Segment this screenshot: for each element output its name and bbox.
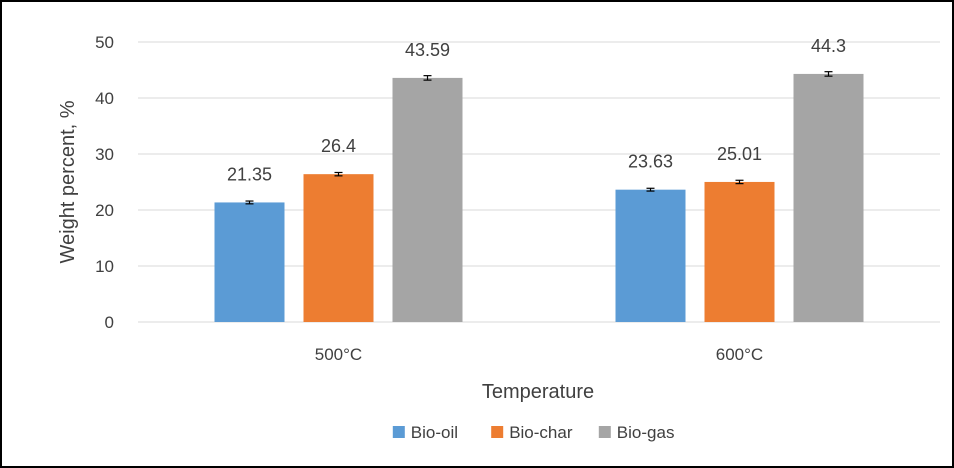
- y-tick-label-50: 50: [95, 33, 114, 52]
- legend-label-bio-gas: Bio-gas: [617, 423, 675, 442]
- data-labels: 21.35 26.4 43.59 23.63 25.01 44.3: [227, 36, 846, 185]
- bar-bio-gas-1: [392, 77, 463, 322]
- bar-bio-oil-1: [214, 202, 285, 322]
- bar-bio-oil-2: [615, 189, 686, 322]
- legend: Bio-oil Bio-char Bio-gas: [392, 423, 675, 442]
- legend-swatch-bio-char: [491, 426, 504, 438]
- legend-label-bio-oil: Bio-oil: [411, 423, 458, 442]
- bar-bio-gas-2: [793, 73, 864, 322]
- x-axis-title: Temperature: [482, 381, 594, 403]
- data-label-bio-char-2: 25.01: [717, 144, 762, 164]
- error-bar-bio-char-1: [334, 171, 343, 177]
- data-label-bio-gas-2: 44.3: [811, 36, 846, 56]
- legend-item-bio-gas: Bio-gas: [598, 423, 675, 442]
- x-tick-label-1: 500°C: [315, 345, 362, 364]
- error-bar-bio-char-2: [735, 179, 744, 185]
- y-tick-label-40: 40: [95, 89, 114, 108]
- error-bar-bio-gas-1: [423, 75, 432, 81]
- error-bar-bio-oil-1: [245, 200, 254, 205]
- data-label-bio-oil-1: 21.35: [227, 164, 272, 184]
- legend-label-bio-char: Bio-char: [509, 423, 573, 442]
- error-bar-bio-oil-2: [646, 187, 655, 192]
- y-axis-title: Weight percent, %: [57, 100, 79, 263]
- y-tick-label-20: 20: [95, 201, 114, 220]
- y-tick-label-10: 10: [95, 257, 114, 276]
- y-tick-label-30: 30: [95, 145, 114, 164]
- data-label-bio-oil-2: 23.63: [628, 152, 673, 172]
- data-label-bio-gas-1: 43.59: [405, 40, 450, 60]
- legend-item-bio-oil: Bio-oil: [392, 423, 458, 442]
- x-axis-tick-labels: 500°C 600°C: [315, 345, 763, 364]
- error-bars: [245, 71, 833, 205]
- bar-bio-char-1: [303, 174, 374, 322]
- bar-bio-char-2: [704, 181, 775, 322]
- legend-swatch-bio-gas: [598, 426, 611, 438]
- x-tick-label-2: 600°C: [716, 345, 763, 364]
- error-bar-bio-gas-2: [824, 71, 833, 77]
- legend-swatch-bio-oil: [392, 426, 405, 438]
- y-axis-tick-labels: 0 10 20 30 40 50: [95, 33, 114, 332]
- legend-item-bio-char: Bio-char: [491, 423, 573, 442]
- y-tick-label-0: 0: [105, 313, 114, 332]
- data-label-bio-char-1: 26.4: [321, 136, 356, 156]
- bars: [214, 73, 864, 322]
